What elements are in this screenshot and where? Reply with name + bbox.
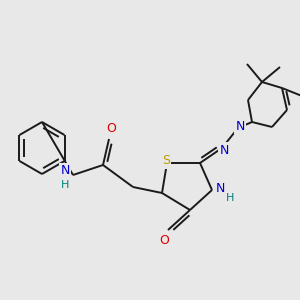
Text: O: O (106, 122, 116, 136)
Text: O: O (159, 233, 169, 247)
Text: N: N (215, 182, 225, 194)
Text: S: S (162, 154, 170, 167)
Text: N: N (235, 119, 245, 133)
Text: H: H (226, 193, 234, 203)
Text: N: N (219, 143, 229, 157)
Text: H: H (61, 180, 69, 190)
Text: N: N (60, 164, 70, 178)
